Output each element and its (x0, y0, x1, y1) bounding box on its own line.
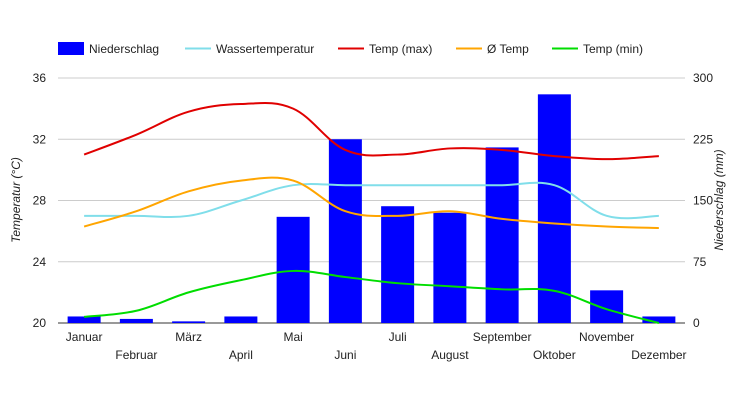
y-right-tick-label: 75 (693, 255, 707, 269)
x-axis: Januar Februar März April Mai Juni Juli August S… (66, 330, 687, 362)
y-left-tick-label: 28 (33, 194, 47, 208)
y-left-tick-label: 32 (33, 132, 47, 146)
x-tick-label-dezember: Dezember (631, 348, 686, 362)
legend-label: Ø Temp (487, 42, 529, 56)
legend-label: Wassertemperatur (216, 42, 314, 56)
x-tick-label-februar: Februar (115, 348, 157, 362)
y-left-tick-label: 24 (33, 255, 47, 269)
x-tick-label-maerz: März (175, 330, 202, 344)
legend-item-temp-min: Temp (min) (552, 42, 643, 56)
y-right-tick-label: 0 (693, 316, 700, 330)
legend-item-wassertemperatur: Wassertemperatur (185, 42, 314, 56)
bar-februar (119, 318, 153, 323)
legend-item-avg-temp: Ø Temp (456, 42, 529, 56)
legend-label: Temp (min) (583, 42, 643, 56)
bar-januar (67, 316, 101, 323)
line-temp-min (84, 269, 660, 324)
y-right-tick-label: 225 (693, 132, 713, 146)
bar-juni (328, 139, 362, 323)
x-tick-label-juli: Juli (389, 330, 407, 344)
x-tick-label-september: September (473, 330, 532, 344)
legend-item-temp-max: Temp (max) (338, 42, 432, 56)
grid (58, 77, 685, 324)
bar-maerz (172, 321, 206, 323)
x-tick-label-januar: Januar (66, 330, 103, 344)
legend: Niederschlag Wassertemperatur Temp (max) Ø … (58, 42, 643, 56)
line-avg-temp (83, 176, 659, 230)
legend-label: Niederschlag (89, 42, 159, 56)
y-axis-right-label: Niederschlag (mm) (712, 149, 726, 250)
x-tick-label-juni: Juni (334, 348, 356, 362)
x-tick-label-mai: Mai (283, 330, 302, 344)
legend-label: Temp (max) (369, 42, 432, 56)
x-tick-label-november: November (579, 330, 634, 344)
bar-august (433, 212, 467, 323)
legend-swatch (58, 42, 84, 55)
bar-september (485, 147, 519, 323)
y-right-tick-label: 300 (693, 71, 713, 85)
y-left-tick-label: 36 (33, 71, 47, 85)
bar-juli (381, 206, 415, 323)
y-axis-left-label: Temperatur (°C) (9, 157, 23, 243)
line-series (83, 102, 660, 324)
y-axis-left: 20 24 28 32 36 (33, 71, 47, 330)
line-temp-max (83, 102, 659, 161)
legend-item-niederschlag: Niederschlag (58, 42, 159, 56)
bar-dezember (642, 316, 676, 323)
y-axis-right: 0 75 150 225 300 (693, 71, 713, 330)
bar-series-niederschlag (67, 94, 676, 323)
bar-november (590, 290, 624, 323)
x-tick-label-oktober: Oktober (533, 348, 576, 362)
bar-mai (276, 216, 310, 323)
line-wassertemperatur (84, 181, 659, 220)
x-tick-label-august: August (431, 348, 469, 362)
y-left-tick-label: 20 (33, 316, 47, 330)
x-tick-label-april: April (229, 348, 253, 362)
bar-oktober (537, 94, 571, 323)
y-right-tick-label: 150 (693, 194, 713, 208)
bar-april (224, 316, 258, 323)
